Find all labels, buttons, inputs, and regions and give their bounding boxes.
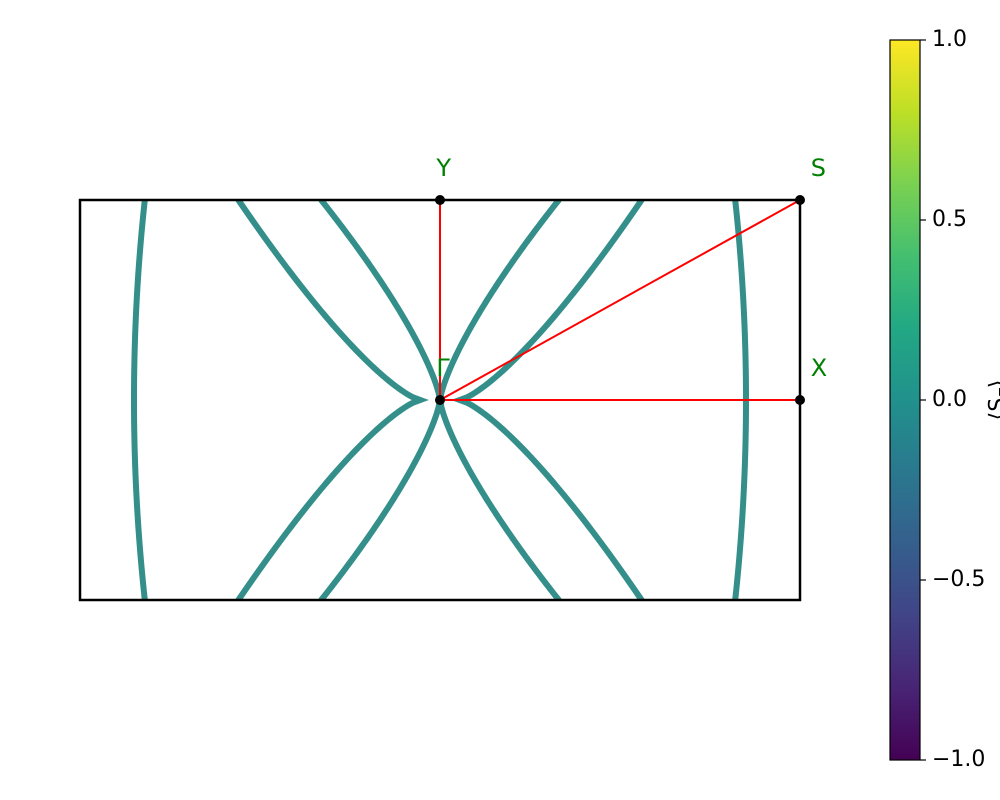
colorbar-tick-label: −0.5 [932,567,985,592]
colorbar [890,40,930,762]
colorbar-tick-label: −1.0 [932,747,985,772]
bz-point-Y [435,195,445,205]
bz-point-S [795,195,805,205]
colorbar-tick-label: 1.0 [932,27,967,52]
bz-label-Y: Y [435,154,451,182]
bz-points: Γ X Y S [435,154,827,405]
colorbar-tick-label: 0.5 [932,207,967,232]
bz-label-gamma: Γ [436,354,450,382]
fermi-curve-lobe [321,400,559,600]
brillouin-zone-plot: ΓXYS [80,200,800,600]
bz-label-X: X [811,354,827,382]
colorbar-tick-label: 0.0 [932,387,967,412]
bz-point-gamma [435,395,445,405]
fermi-curve-hyperbola [238,200,420,600]
colorbar-gradient [890,40,920,760]
colorbar-label: ⟨Sz⟩ [985,380,1000,421]
bz-point-X [795,395,805,405]
bz-label-S: S [811,154,826,182]
fermi-curve-outer [134,200,145,600]
